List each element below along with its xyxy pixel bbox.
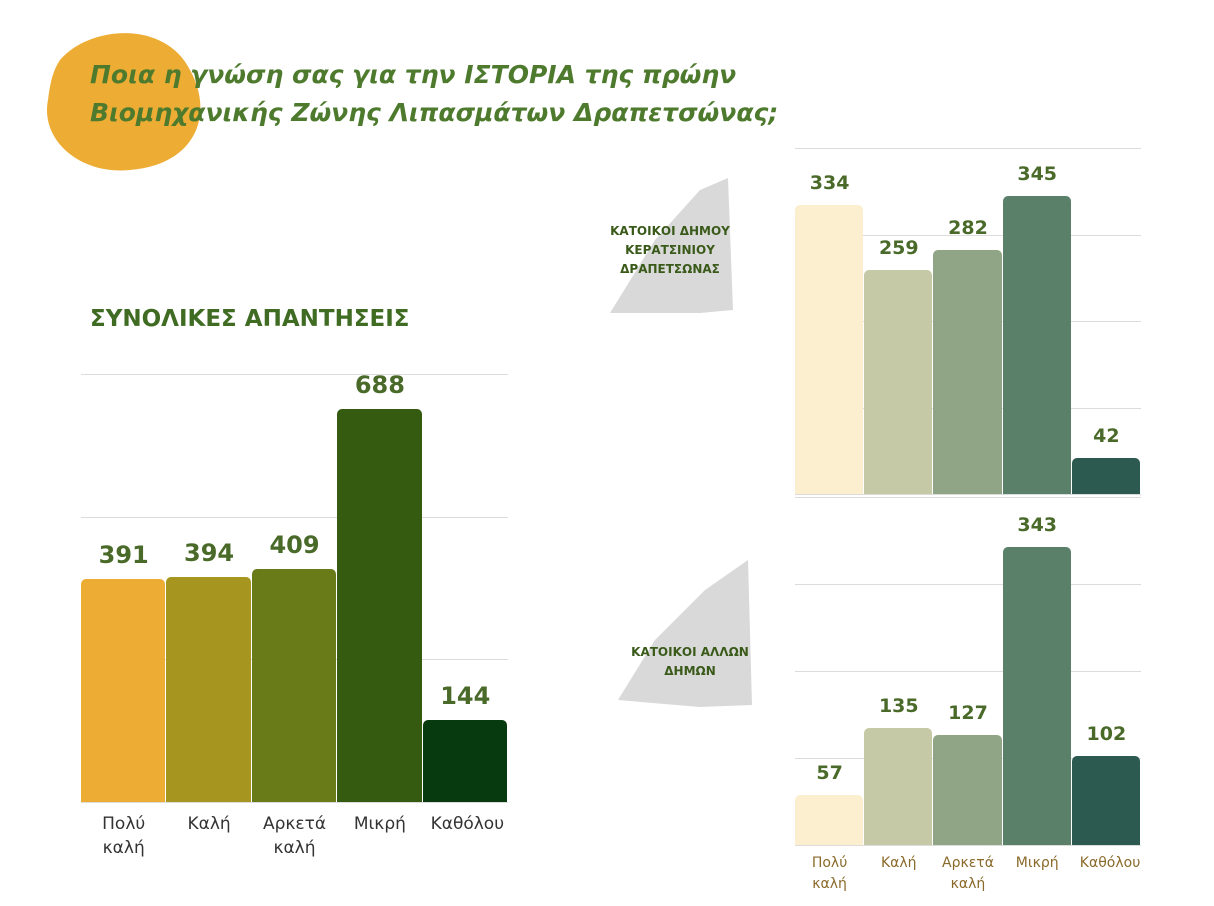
bar <box>81 578 166 802</box>
value-label: 345 <box>1017 162 1058 185</box>
grid-line <box>81 802 508 803</box>
bar <box>166 577 251 802</box>
grid-line <box>795 234 1141 236</box>
x-tick-label: Αρκετά καλή <box>942 855 994 892</box>
grid-line <box>795 497 1141 498</box>
label-shape <box>610 178 733 313</box>
value-label: 409 <box>269 530 320 559</box>
chart-title: ΚΑΤΟΙΚΟΙ ΑΛΛΩΝ ΔΗΜΩΝ <box>631 645 749 678</box>
bar <box>933 250 1002 494</box>
bar <box>795 205 864 494</box>
grid-line <box>795 148 1141 149</box>
bar <box>251 568 337 802</box>
value-label: 282 <box>948 217 988 240</box>
value-label: 127 <box>948 701 988 724</box>
x-tick-label: Καλή <box>187 814 231 834</box>
grid-line <box>795 584 1141 585</box>
bar <box>1071 457 1140 494</box>
value-label: 259 <box>878 236 919 259</box>
value-label: 144 <box>440 681 491 710</box>
value-label: 394 <box>184 539 235 568</box>
x-tick-label: Αρκετά καλή <box>262 814 327 858</box>
x-tick-label: Καθόλου <box>430 814 505 834</box>
grid-line <box>81 374 508 375</box>
bar <box>864 727 933 845</box>
bar <box>1002 546 1071 845</box>
grid-line <box>795 494 1141 495</box>
value-label: 688 <box>354 371 405 400</box>
bar <box>422 719 507 802</box>
grid-line <box>81 516 508 518</box>
value-label: 135 <box>878 694 919 717</box>
value-label: 343 <box>1017 513 1058 536</box>
bar <box>1071 756 1140 845</box>
x-tick-label: Πολύ καλή <box>811 855 848 892</box>
label-shape <box>618 560 752 707</box>
chart-title: ΚΑΤΟΙΚΟΙ ΔΗΜΟΥ ΚΕΡΑΤΣΙΝΙΟΥ ΔΡΑΠΕΤΣΩΝΑΣ <box>610 224 730 276</box>
x-tick-label: Καλή <box>880 855 917 871</box>
x-tick-label: Πολύ καλή <box>102 814 146 858</box>
value-label: 102 <box>1086 723 1127 746</box>
value-label: 57 <box>816 762 843 785</box>
bar <box>795 795 864 845</box>
chart-title: ΣΥΝΟΛΙΚΕΣ ΑΠΑΝΤΗΣΕΙΣ <box>90 306 410 332</box>
grid-line <box>795 845 1141 846</box>
bar <box>337 409 422 802</box>
bar <box>864 269 933 494</box>
bar <box>933 734 1002 845</box>
value-label: 42 <box>1093 424 1120 447</box>
bar <box>1002 195 1071 494</box>
x-tick-label: Μικρή <box>353 814 406 834</box>
grid-line <box>795 671 1141 672</box>
value-label: 334 <box>809 172 850 195</box>
blob <box>46 33 201 171</box>
x-tick-label: Μικρή <box>1015 855 1059 871</box>
page-title: Ποια η γνώση σας για την ΙΣΤΟΡΙΑ της πρώ… <box>90 60 779 127</box>
x-tick-label: Καθόλου <box>1079 855 1141 871</box>
value-label: 391 <box>98 540 149 569</box>
